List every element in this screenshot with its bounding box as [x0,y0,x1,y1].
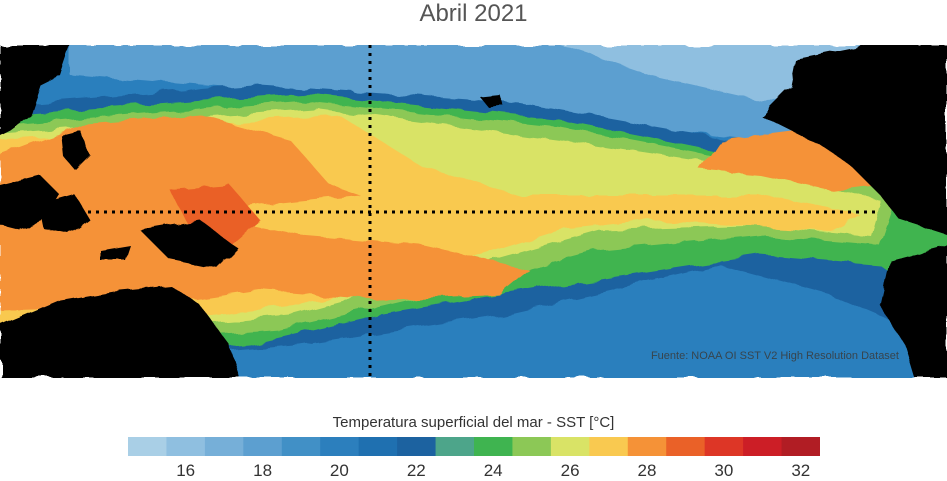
colorbar-segment [627,437,667,456]
colorbar-segment [397,437,437,456]
colorbar-segment [204,437,244,456]
landmasses [0,45,947,378]
colorbar-segment [550,437,590,456]
colorbar-tick-label: 28 [637,461,657,480]
colorbar-segment [358,437,398,456]
colorbar [128,437,820,456]
colorbar-segment [320,437,360,456]
source-attribution: Fuente: NOAA OI SST V2 High Resolution D… [650,350,899,362]
colorbar-segment [743,437,783,456]
colorbar-segment [589,437,629,456]
colorbar-segment [243,437,283,456]
colorbar-segment [512,437,552,456]
colorbar-tick-label: 24 [483,461,503,480]
colorbar-tick-label: 16 [176,461,196,480]
colorbar-segment [435,437,475,456]
colorbar-segment [128,437,167,456]
colorbar-tick-label: 32 [791,461,811,480]
colorbar-segment [704,437,744,456]
colorbar-tick-label: 20 [329,461,349,480]
colorbar-tick-label: 18 [253,461,273,480]
colorbar-tick-label: 26 [560,461,580,480]
colorbar-segment [166,437,206,456]
sst-map [0,45,947,378]
colorbar-title: Temperatura superficial del mar - SST [°… [332,414,615,431]
colorbar-tick-label: 22 [406,461,426,480]
map-title: Abril 2021 [419,0,528,27]
colorbar-segment [666,437,706,456]
colorbar-tick-label: 30 [714,461,734,480]
colorbar-segment [474,437,513,456]
colorbar-segment [281,437,321,456]
colorbar-segment [781,437,820,456]
